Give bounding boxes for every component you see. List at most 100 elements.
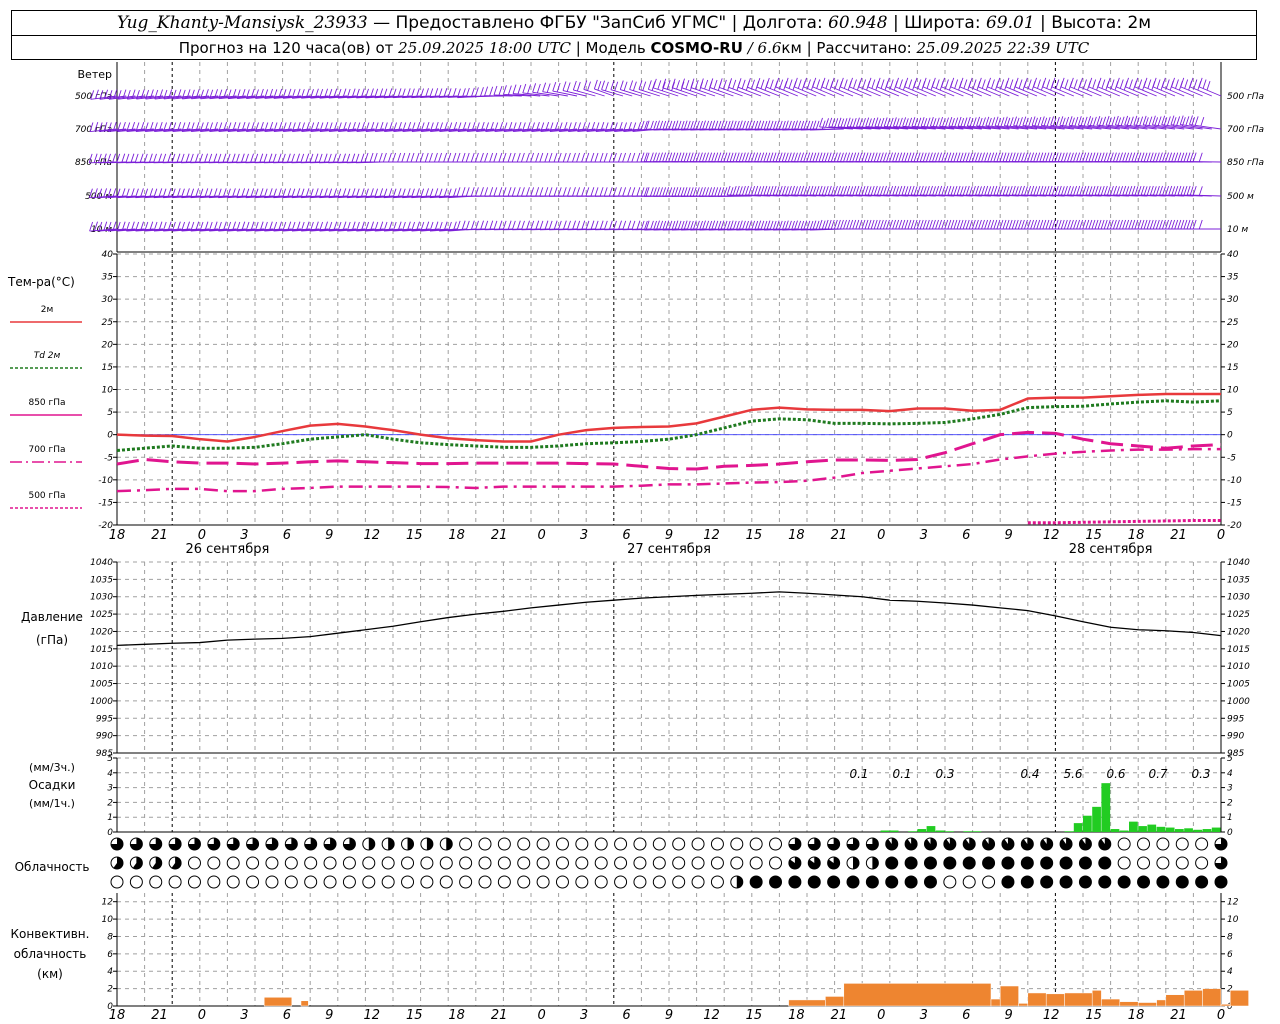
- wind-barb-shaft: [819, 126, 854, 130]
- cloud-cover-fill: [1040, 876, 1053, 888]
- wind-barb-feather: [717, 187, 722, 197]
- wind-barb-feather: [272, 153, 277, 163]
- cloud-cover-symbol: [594, 837, 608, 851]
- wind-barb-feather: [1109, 186, 1114, 196]
- wind-barb-feather: [1057, 185, 1062, 196]
- wind-barb-feather: [498, 220, 503, 230]
- wind-barb-feather: [597, 81, 602, 91]
- wind-barb-feather: [539, 187, 544, 197]
- wind-barb-feather: [1060, 186, 1065, 196]
- wind-barb-shaft: [145, 128, 173, 132]
- cloud-cover-symbol: [555, 856, 569, 870]
- wind-barb-shaft: [116, 195, 145, 199]
- wind-barb-feather: [556, 82, 561, 93]
- x-tick-label: 21: [491, 528, 508, 543]
- wind-barb-feather: [171, 153, 176, 163]
- wind-barb-shaft: [108, 95, 136, 100]
- wind-barb-feather: [447, 188, 452, 198]
- wind-barb-feather: [947, 152, 952, 162]
- cloud-cover-symbol: [284, 856, 298, 870]
- wind-barb-feather: [643, 120, 648, 131]
- wind-barb-feather: [787, 186, 792, 196]
- wind-barb-feather: [692, 187, 697, 197]
- wind-barb-shaft: [282, 195, 311, 199]
- wind-barb-feather: [978, 186, 982, 196]
- wind-barb-shaft: [283, 128, 311, 132]
- wind-barb-feather: [821, 220, 826, 230]
- wind-barb-shaft: [254, 195, 283, 199]
- wind-barb-shaft: [126, 195, 154, 199]
- legend-label: 850 гПа: [28, 398, 65, 408]
- wind-barb-feather: [877, 118, 882, 128]
- precip-bar: [880, 830, 890, 832]
- wind-barb-feather: [1146, 219, 1151, 230]
- wind-barb-feather: [609, 121, 614, 132]
- wind-barb-feather: [757, 120, 762, 130]
- cloud-cover-symbol: [614, 875, 628, 889]
- wind-barb-shaft: [365, 128, 394, 132]
- wind-barb-shaft: [867, 86, 890, 97]
- wind-barb-feather: [769, 79, 774, 89]
- wind-barb-feather: [1002, 152, 1007, 162]
- wind-barb-feather: [812, 152, 817, 162]
- wind-barb-shaft: [264, 195, 292, 199]
- wind-barb-feather: [972, 117, 977, 127]
- wind-barb-shaft: [199, 228, 228, 232]
- convective-bar: [999, 985, 1019, 1007]
- cloud-cover-fill: [827, 857, 840, 870]
- wind-barb-shaft: [99, 128, 127, 132]
- cloud-cover-fill: [847, 876, 859, 888]
- cloud-cover-fill: [808, 876, 821, 888]
- wind-barb-feather: [1019, 117, 1023, 127]
- wind-barb-feather: [608, 187, 613, 197]
- wind-barb-feather: [434, 188, 439, 198]
- wind-barb-feather: [830, 152, 835, 162]
- y-tick-label: 985: [1227, 749, 1244, 759]
- wind-barb-feather: [254, 153, 259, 163]
- wind-barb-feather: [392, 188, 397, 198]
- wind-barb-feather: [1077, 116, 1082, 126]
- cloud-cover-symbol: [420, 856, 434, 870]
- wind-barb-shaft: [144, 228, 173, 232]
- wind-barb-feather: [255, 122, 259, 132]
- wind-title: Ветер: [78, 68, 112, 81]
- wind-barb-shaft: [135, 195, 164, 199]
- wind-barb-feather: [493, 85, 498, 96]
- wind-barb-feather: [542, 82, 547, 92]
- cloud-cover-fill: [1195, 876, 1208, 888]
- wind-barb-feather: [1165, 152, 1169, 162]
- wind-barb-feather: [1097, 219, 1102, 230]
- wind-barb-shaft: [1078, 124, 1111, 130]
- wind-barb-feather: [824, 219, 829, 230]
- wind-barb-shaft: [117, 128, 145, 132]
- wind-barb-feather: [898, 186, 903, 196]
- wind-barb-feather: [840, 186, 844, 196]
- wind-barb-feather: [88, 153, 93, 163]
- wind-barb-feather: [406, 188, 411, 198]
- wind-barb-feather: [576, 220, 581, 230]
- wind-barb-feather: [1005, 219, 1010, 230]
- wind-barb-feather: [1125, 77, 1129, 88]
- wind-barb-shaft: [821, 86, 844, 97]
- wind-barb-shaft: [337, 195, 366, 199]
- header-row-forecast: Прогноз на 120 часа(ов) от 25.09.2025 18…: [12, 36, 1256, 60]
- wind-barb-feather: [557, 152, 562, 163]
- cloudiness-panel: Облачность: [15, 837, 1228, 889]
- wind-barb-feather: [987, 77, 991, 88]
- wind-barb-feather: [195, 89, 200, 99]
- wind-barb-feather: [540, 122, 545, 132]
- wind-barb-feather: [548, 220, 553, 230]
- wind-barb-feather: [172, 122, 177, 132]
- wind-barb-shaft: [356, 228, 384, 232]
- wind-barb-feather: [287, 88, 292, 99]
- wind-barb-feather: [374, 88, 379, 98]
- wind-barb-feather: [373, 152, 378, 163]
- wind-barb-feather: [136, 89, 140, 100]
- wind-barb-feather: [1184, 79, 1189, 89]
- cloud-cover-symbol: [284, 875, 298, 889]
- wind-barb-feather: [232, 221, 236, 231]
- convective-bar: [1165, 994, 1185, 1007]
- wind-barb-feather: [640, 187, 645, 197]
- wind-barb-feather: [410, 188, 415, 198]
- wind-barb-feather: [950, 152, 955, 162]
